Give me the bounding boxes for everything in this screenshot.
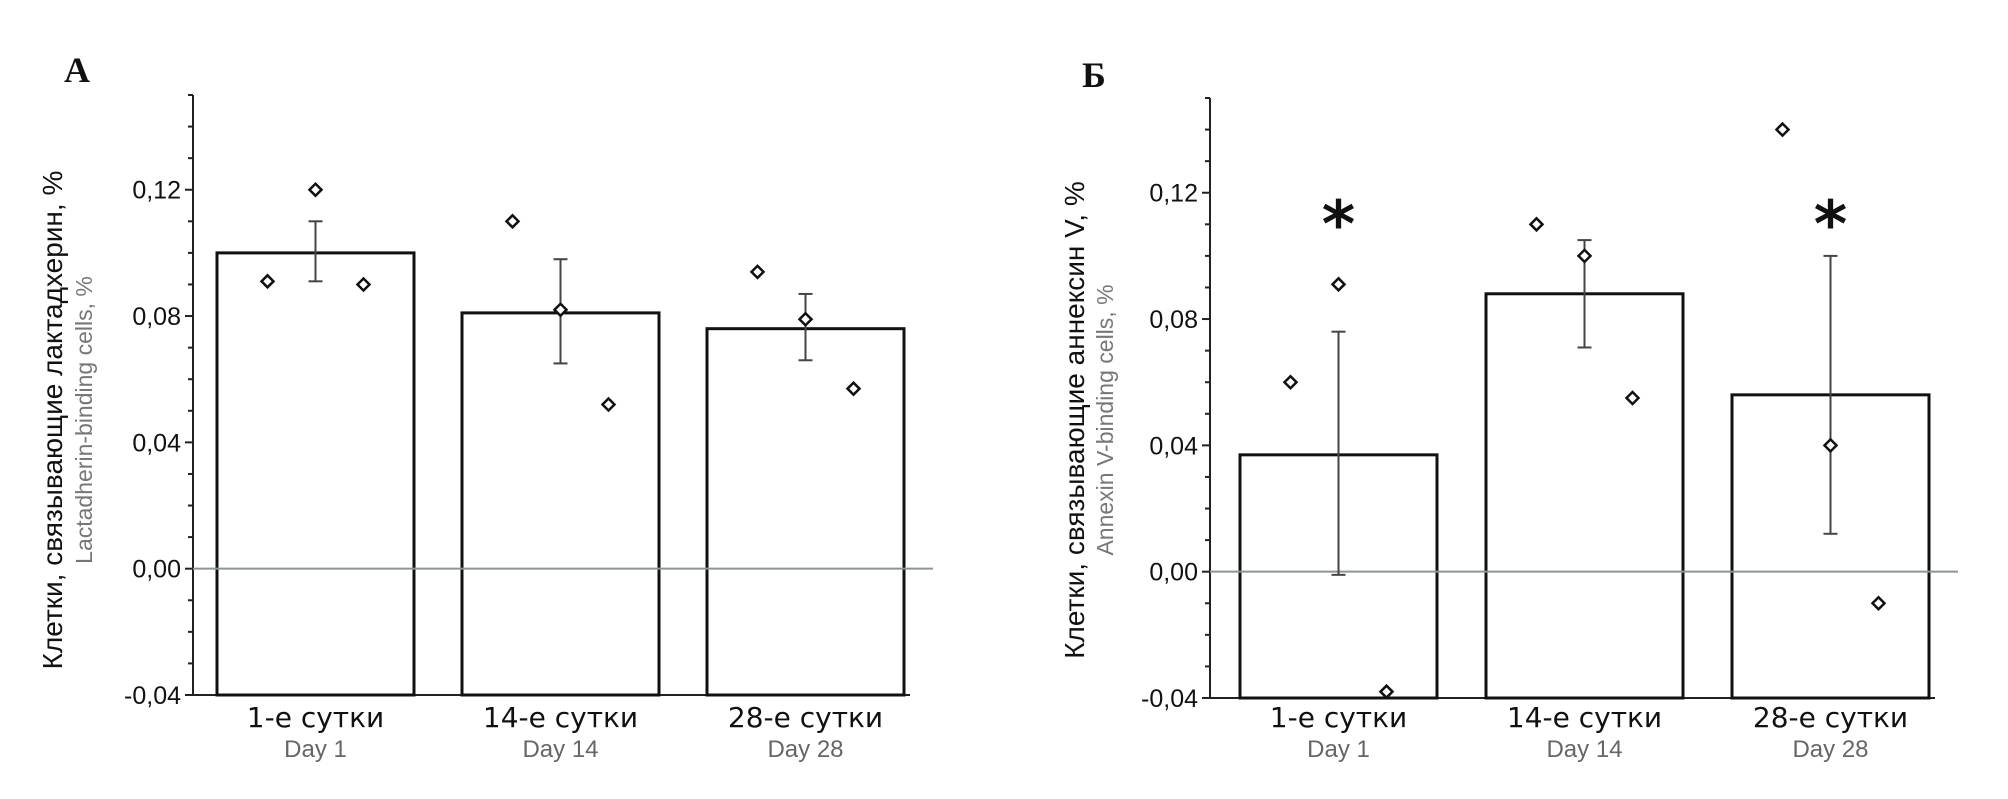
data-point — [749, 264, 766, 280]
y-tick-label: 0,08 — [132, 303, 181, 331]
x-tick-label: 1-е сутки — [1270, 701, 1407, 734]
data-point — [1822, 437, 1839, 454]
y-tick-label: 0,04 — [132, 429, 181, 457]
data-point — [1870, 595, 1887, 612]
significance-star: * — [1814, 189, 1847, 263]
panel-1: А Клетки, связывающие лактадхерин, % Lacta… — [37, 50, 933, 763]
data-point — [355, 276, 372, 293]
x-tick-label-en: Day 28 — [767, 736, 843, 763]
x-tick-label: 1-е сутки — [247, 701, 384, 734]
data-point — [1624, 390, 1641, 406]
y-tick-label: 0,00 — [1149, 559, 1198, 587]
data-point — [1774, 121, 1791, 138]
data-point — [797, 311, 814, 327]
error-bar — [798, 292, 813, 362]
y-tick-label: 0,04 — [1149, 432, 1198, 460]
bar — [460, 311, 661, 697]
y-tick-label: 0,12 — [1149, 180, 1198, 208]
x-tick-label-en: Day 14 — [522, 736, 598, 763]
x-tick-label-en: Day 1 — [1307, 736, 1370, 763]
data-point — [552, 301, 569, 318]
data-point — [600, 396, 617, 413]
y-tick-label: 0,00 — [132, 556, 181, 584]
panel-letter: А — [64, 50, 90, 90]
data-point — [1330, 276, 1347, 293]
x-tick-label-en: Day 28 — [1792, 736, 1868, 763]
data-point — [1378, 683, 1395, 700]
x-tick-label: 14-е сутки — [483, 701, 638, 734]
x-tick-label: 28-е сутки — [1753, 701, 1908, 734]
data-point — [504, 213, 521, 230]
bar — [705, 327, 906, 697]
y-tick-label: 0,08 — [1149, 306, 1198, 334]
bar — [1484, 292, 1685, 700]
data-point — [1576, 248, 1593, 264]
y-tick-label: -0,04 — [124, 682, 181, 710]
error-bar — [308, 220, 323, 283]
panel-letter: Б — [1082, 55, 1106, 95]
data-point — [307, 181, 324, 198]
x-tick-label: 14-е сутки — [1507, 701, 1662, 734]
significance-star: * — [1322, 189, 1355, 263]
error-bar — [1331, 330, 1346, 576]
y-axis-title-en: Lactadherin-binding cells, % — [71, 276, 97, 564]
data-point — [1282, 374, 1299, 390]
y-tick-label: -0,04 — [1141, 685, 1198, 713]
y-axis-title: Клетки, связывающие лактадхерин, % — [37, 171, 68, 670]
y-axis-title: Клетки, связывающие аннексин V, % — [1059, 181, 1090, 659]
data-point — [845, 380, 862, 397]
y-axis-title-en: Annexin V-binding cells, % — [1092, 284, 1118, 555]
panel-2: Б Клетки, связывающие аннексин V, % Annexi… — [1059, 55, 1958, 763]
x-tick-label-en: Day 14 — [1546, 736, 1622, 763]
y-tick-label: 0,12 — [132, 177, 181, 205]
data-point — [1528, 216, 1545, 233]
x-tick-label-en: Day 1 — [284, 736, 347, 763]
bar — [215, 251, 416, 697]
data-point — [259, 273, 276, 290]
error-bar — [1823, 254, 1838, 535]
x-tick-label: 28-е сутки — [728, 701, 883, 734]
